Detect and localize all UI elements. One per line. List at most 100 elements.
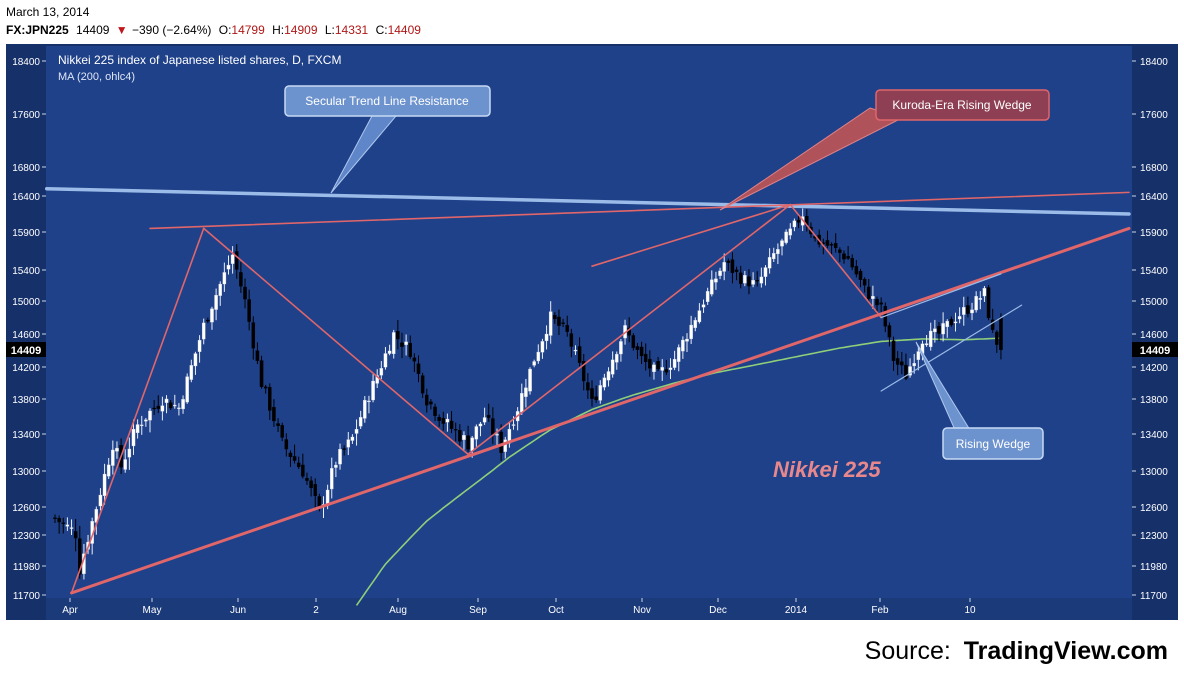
candle-up xyxy=(482,417,487,423)
trend-line[interactable] xyxy=(591,203,792,268)
legend-indicator[interactable]: MA (200, ohlc4) xyxy=(58,71,135,83)
candle-up xyxy=(404,341,408,345)
svg-text:14409: 14409 xyxy=(11,345,42,357)
candle-down xyxy=(842,253,846,260)
y-tick-label-right: 17600 xyxy=(1140,110,1168,121)
y-tick-label-left: 11700 xyxy=(13,591,41,602)
candle-down xyxy=(581,360,586,382)
candle-up xyxy=(982,288,987,297)
candle-up xyxy=(722,262,726,272)
candle-up xyxy=(139,424,144,427)
candle-down xyxy=(491,418,495,435)
legend-title[interactable]: Nikkei 225 index of Japanese listed shar… xyxy=(58,53,341,67)
y-tick-label-right: 13000 xyxy=(1140,467,1168,478)
x-tick-label: Sep xyxy=(469,605,487,616)
trend-line[interactable] xyxy=(70,227,205,594)
candle-down xyxy=(838,249,842,253)
candle-down xyxy=(486,414,491,418)
candle-down xyxy=(986,287,991,319)
candle-down xyxy=(276,423,280,427)
y-tick-label-left: 15900 xyxy=(12,228,40,239)
candle-up xyxy=(197,339,202,352)
candle-down xyxy=(441,418,446,424)
candle-up xyxy=(924,343,929,346)
trend-line[interactable] xyxy=(70,226,1131,595)
symbol-name[interactable]: FX:JPN225 xyxy=(6,23,69,37)
candle-up xyxy=(978,297,983,300)
callout-kuroda-box xyxy=(875,89,1050,121)
callout-rising-wedge-label: Rising Wedge xyxy=(956,437,1031,451)
source-name[interactable]: TradingView.com xyxy=(964,637,1168,665)
candle-up xyxy=(226,264,231,270)
candle-down xyxy=(990,319,995,330)
candle-up xyxy=(462,435,466,440)
trend-line[interactable] xyxy=(467,203,792,456)
close-label: C: xyxy=(376,23,388,37)
trend-line[interactable] xyxy=(149,191,1130,230)
candle-up xyxy=(780,240,784,247)
header-date: March 13, 2014 xyxy=(6,5,90,19)
trend-line[interactable] xyxy=(789,203,882,319)
low-value: 14331 xyxy=(335,23,369,37)
trend-lines xyxy=(44,187,1131,595)
candle-up xyxy=(391,332,396,355)
candle-down xyxy=(272,407,276,422)
candle-up xyxy=(751,280,755,285)
candle-down xyxy=(57,518,61,523)
candle-up xyxy=(689,324,693,340)
candle-up xyxy=(222,272,227,285)
candle-up xyxy=(65,524,70,527)
candle-down xyxy=(846,256,850,259)
candle-down xyxy=(900,361,904,366)
high-value: 14909 xyxy=(284,23,318,37)
y-tick-label-left: 16400 xyxy=(12,192,40,203)
candle-down xyxy=(734,269,739,272)
candle-down xyxy=(53,517,57,519)
candle-up xyxy=(181,399,185,410)
candle-up xyxy=(792,220,797,228)
price-axis-right[interactable]: 11700 11980 12300 12600 13000 13400 13800 14200… xyxy=(1132,57,1168,602)
candle-down xyxy=(557,316,561,326)
trend-line[interactable] xyxy=(880,304,1023,392)
candle-down xyxy=(251,322,256,349)
trend-line[interactable] xyxy=(202,227,469,456)
candle-up xyxy=(193,353,198,367)
callout-secular-box xyxy=(284,85,491,117)
source-attribution: Source: TradingView.com xyxy=(865,637,1168,665)
candle-up xyxy=(123,459,127,470)
candle-down xyxy=(296,462,301,468)
candle-down xyxy=(631,335,636,348)
plot-area[interactable] xyxy=(46,46,1132,598)
price-tag-left: 14409 xyxy=(6,342,46,357)
callout-rising-wedge-box xyxy=(942,427,1044,460)
candle-down xyxy=(887,325,892,338)
y-tick-label-right: 15400 xyxy=(1140,266,1168,277)
secular-resistance-line[interactable] xyxy=(44,187,1131,216)
candle-up xyxy=(210,308,214,323)
price-change: −390 (−2.64%) xyxy=(132,23,211,37)
candle-up xyxy=(945,320,949,328)
candle-up xyxy=(379,368,384,376)
candle-down xyxy=(747,276,751,287)
candle-up xyxy=(148,410,152,421)
candle-up xyxy=(445,418,450,423)
high-label: H: xyxy=(272,23,284,37)
trend-line[interactable] xyxy=(880,273,1002,319)
candle-up xyxy=(672,358,677,368)
price-axis-left[interactable]: 11700 11980 12300 12600 13000 13400 13800 14200… xyxy=(12,57,46,602)
candle-down xyxy=(152,407,156,410)
candle-up xyxy=(776,249,780,255)
source-label: Source: xyxy=(865,637,951,665)
y-tick-label-left: 13000 xyxy=(12,467,40,478)
candle-down xyxy=(796,219,801,223)
candle-up xyxy=(759,276,764,284)
x-tick-label: Oct xyxy=(548,605,564,616)
candle-up xyxy=(111,449,115,466)
candle-down xyxy=(408,343,412,357)
time-axis[interactable] xyxy=(46,598,1132,620)
down-arrow-icon: ▼ xyxy=(116,23,128,37)
candle-up xyxy=(511,424,516,426)
candle-down xyxy=(499,431,503,453)
candle-up xyxy=(106,464,111,477)
